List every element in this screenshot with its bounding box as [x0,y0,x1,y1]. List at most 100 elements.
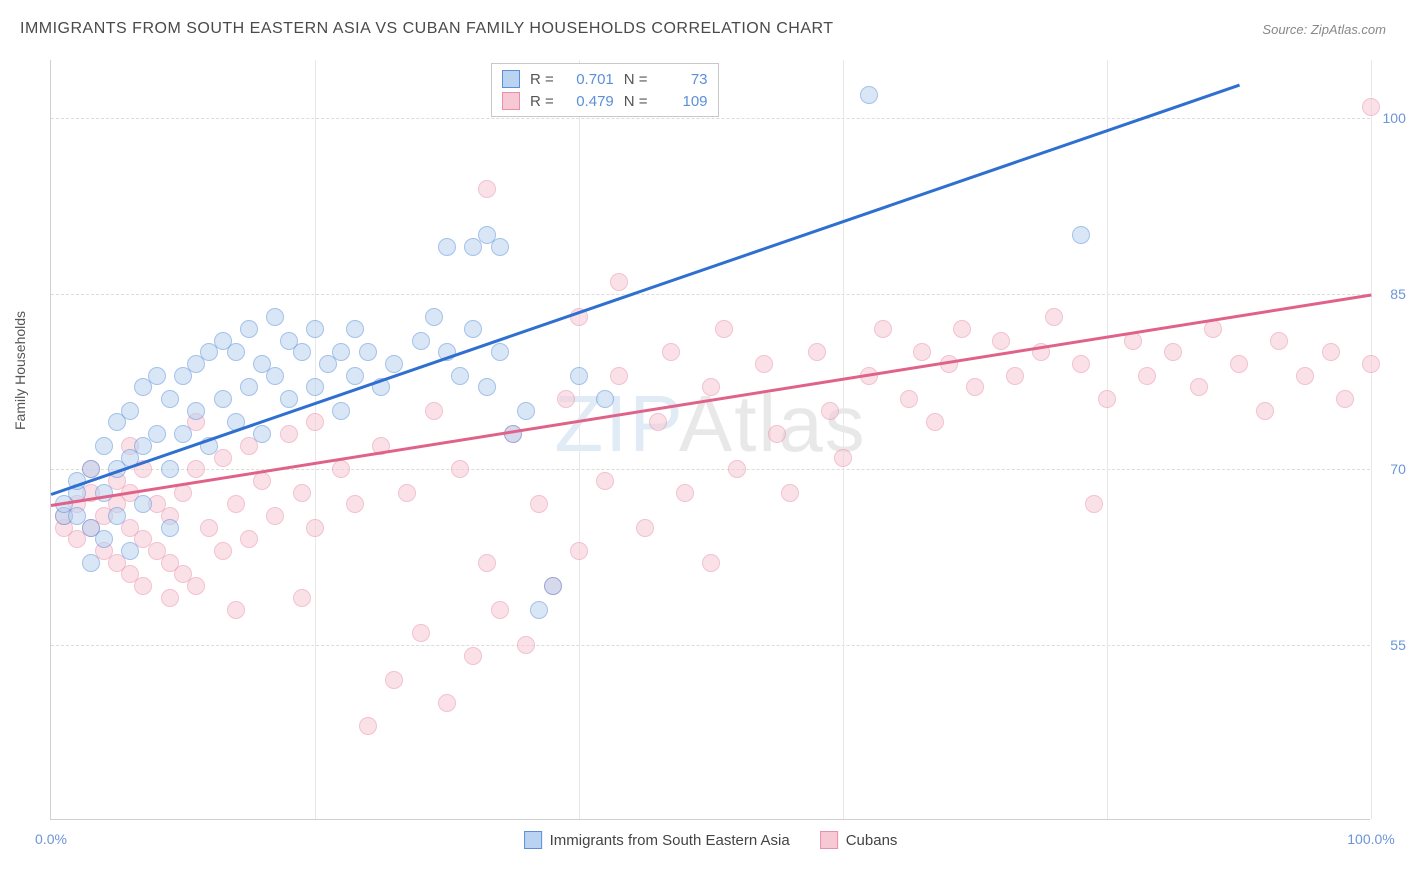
scatter-point-sea [108,507,126,525]
scatter-point-sea [161,390,179,408]
stats-legend: R = 0.701 N = 73 R = 0.479 N = 109 [491,63,719,117]
series-legend: Immigrants from South Eastern Asia Cuban… [524,831,898,849]
source-label: Source: [1262,22,1307,37]
scatter-point-cuban [1204,320,1222,338]
gridline-vertical [579,60,580,819]
n-value-sea: 73 [658,71,708,88]
swatch-sea [502,70,520,88]
scatter-point-sea [161,460,179,478]
scatter-point-sea [491,343,509,361]
scatter-point-cuban [1098,390,1116,408]
scatter-point-cuban [412,624,430,642]
scatter-point-sea [293,343,311,361]
scatter-point-sea [860,86,878,104]
scatter-point-cuban [570,542,588,560]
y-tick-label: 85.0% [1375,286,1406,302]
scatter-point-cuban [1362,355,1380,373]
scatter-point-sea [544,577,562,595]
n-label: N = [624,93,648,110]
scatter-point-cuban [1270,332,1288,350]
scatter-point-cuban [636,519,654,537]
scatter-point-cuban [702,378,720,396]
scatter-point-cuban [755,355,773,373]
scatter-point-cuban [728,460,746,478]
scatter-point-cuban [187,577,205,595]
n-label: N = [624,71,648,88]
scatter-point-sea [148,367,166,385]
scatter-point-sea [596,390,614,408]
scatter-point-cuban [1045,308,1063,326]
scatter-point-cuban [253,472,271,490]
y-tick-label: 55.0% [1375,637,1406,653]
scatter-point-cuban [227,495,245,513]
scatter-point-sea [187,402,205,420]
scatter-point-cuban [768,425,786,443]
gridline-vertical [1371,60,1372,819]
scatter-point-cuban [346,495,364,513]
legend-item-cuban: Cubans [820,831,898,849]
swatch-cuban [820,831,838,849]
scatter-point-cuban [900,390,918,408]
y-tick-label: 100.0% [1375,110,1406,126]
scatter-point-sea [346,320,364,338]
gridline-vertical [843,60,844,819]
scatter-point-cuban [1296,367,1314,385]
scatter-point-sea [438,238,456,256]
scatter-point-sea [253,425,271,443]
scatter-point-cuban [478,180,496,198]
scatter-point-cuban [926,413,944,431]
scatter-point-cuban [808,343,826,361]
legend-label-cuban: Cubans [846,832,898,849]
gridline-horizontal [51,469,1370,470]
source-value: ZipAtlas.com [1311,22,1386,37]
source-credit: Source: ZipAtlas.com [1262,22,1386,37]
scatter-point-cuban [293,484,311,502]
scatter-point-cuban [1336,390,1354,408]
gridline-horizontal [51,294,1370,295]
scatter-point-cuban [662,343,680,361]
scatter-point-cuban [702,554,720,572]
scatter-point-cuban [187,460,205,478]
scatter-point-cuban [200,519,218,537]
scatter-point-cuban [438,694,456,712]
trend-line-sea [51,83,1240,495]
stats-row-cuban: R = 0.479 N = 109 [502,90,708,112]
scatter-point-cuban [306,413,324,431]
gridline-vertical [1107,60,1108,819]
x-tick-label: 100.0% [1347,831,1394,847]
scatter-point-sea [530,601,548,619]
scatter-point-cuban [1230,355,1248,373]
scatter-point-sea [504,425,522,443]
r-label: R = [530,93,554,110]
scatter-point-sea [95,437,113,455]
scatter-point-cuban [266,507,284,525]
scatter-point-sea [148,425,166,443]
swatch-sea [524,831,542,849]
scatter-point-cuban [451,460,469,478]
n-value-cuban: 109 [658,93,708,110]
y-axis-label: Family Households [12,311,28,430]
scatter-point-sea [161,519,179,537]
scatter-point-sea [134,495,152,513]
chart-title: IMMIGRANTS FROM SOUTH EASTERN ASIA VS CU… [20,20,834,38]
scatter-point-cuban [214,542,232,560]
scatter-point-cuban [280,425,298,443]
scatter-point-sea [266,367,284,385]
scatter-point-sea [412,332,430,350]
scatter-point-cuban [596,472,614,490]
scatter-point-cuban [1006,367,1024,385]
scatter-point-sea [306,378,324,396]
scatter-point-cuban [1190,378,1208,396]
scatter-point-sea [82,554,100,572]
gridline-vertical [315,60,316,819]
scatter-point-cuban [557,390,575,408]
scatter-point-sea [517,402,535,420]
scatter-point-sea [359,343,377,361]
scatter-point-cuban [715,320,733,338]
scatter-point-sea [425,308,443,326]
scatter-point-cuban [953,320,971,338]
scatter-point-cuban [240,530,258,548]
scatter-point-cuban [478,554,496,572]
scatter-point-cuban [293,589,311,607]
y-tick-label: 70.0% [1375,461,1406,477]
